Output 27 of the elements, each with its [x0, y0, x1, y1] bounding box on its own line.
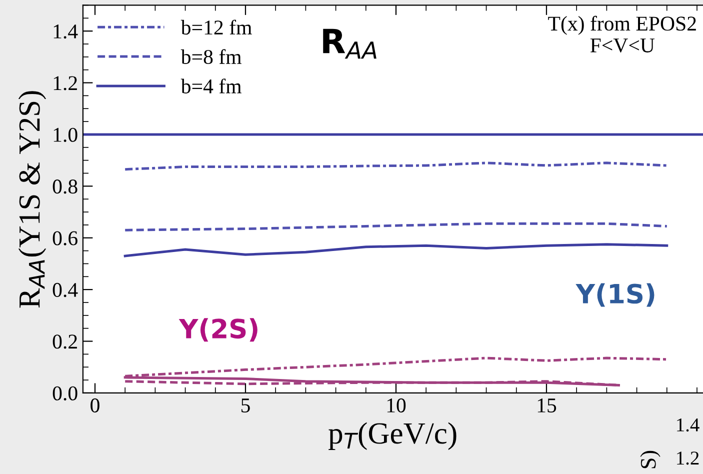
- y-axis-title: R$_{AA}$(Y1S & Y2S): [18, 91, 46, 308]
- y-tick-label: 0.4: [52, 282, 78, 298]
- annotation: Y(1S): [576, 283, 654, 307]
- line-series: [124, 243, 668, 258]
- text: 1.4: [677, 418, 700, 432]
- x-tick-label: 5: [241, 398, 250, 412]
- text: R$_{AA}$: [323, 28, 376, 59]
- y-tick-label: 1.2: [54, 76, 77, 90]
- legend-label: b=4 fm: [180, 78, 242, 94]
- x-axis-title: p$_{T}$(GeV/c): [328, 422, 456, 450]
- annotation: Y(2S): [178, 318, 258, 342]
- y-tick-label: 0.2: [52, 334, 77, 349]
- annotation: T(x) from EPOS2 F<V<U: [548, 16, 696, 53]
- x-tick-label: 15: [538, 398, 556, 412]
- line-series: [124, 162, 668, 171]
- x-tick-label: 0: [90, 398, 100, 412]
- line-series: [124, 222, 668, 232]
- x-tick-label: 10: [387, 398, 406, 412]
- legend-label: b=12 fm: [180, 20, 252, 35]
- y-tick-label: 0.6: [52, 231, 78, 246]
- legend-label: b=8 fm: [180, 49, 242, 64]
- y-tick-label: 0.0: [52, 386, 78, 400]
- text: S): [640, 450, 660, 468]
- y-tick-label: 0.8: [52, 180, 78, 194]
- text: 1.2: [677, 452, 699, 465]
- y-tick-label: 1.4: [54, 24, 78, 39]
- y-tick-label: 1.0: [54, 128, 78, 142]
